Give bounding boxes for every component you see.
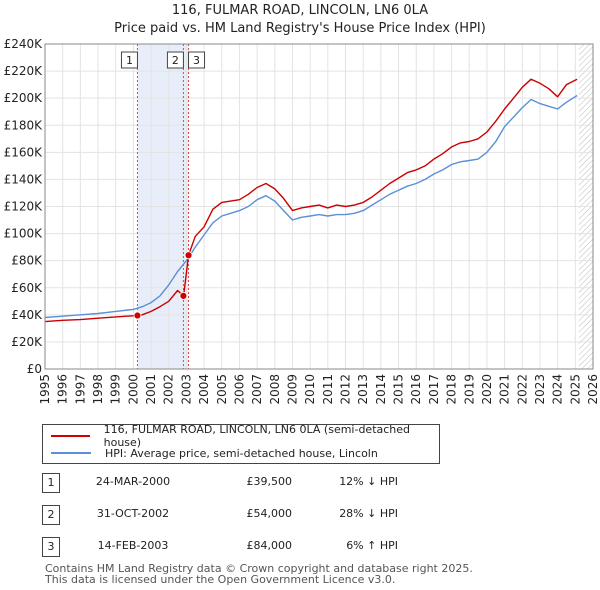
sale-point (133, 311, 142, 320)
marker-flag-label: 1 (126, 54, 133, 67)
x-tick-label: 1995 (38, 374, 52, 405)
legend: 116, FULMAR ROAD, LINCOLN, LN6 0LA (semi… (42, 423, 440, 464)
x-tick-label: 2000 (126, 374, 140, 405)
x-tick-label: 2024 (551, 374, 565, 405)
x-tick-label: 2023 (533, 374, 547, 405)
chart-title: 116, FULMAR ROAD, LINCOLN, LN6 0LA (171, 3, 429, 18)
legend-label-hpi: HPI: Average price, semi-detached house,… (105, 446, 378, 460)
y-tick-label: £240K (4, 37, 44, 51)
plot-frame (44, 43, 594, 370)
marker-flag (188, 51, 206, 69)
transaction-price: £54,000 (246, 507, 293, 520)
x-tick-label: 2012 (339, 374, 353, 405)
footer-copyright: Contains HM Land Registry data © Crown c… (45, 562, 473, 575)
x-tick-label: 2010 (303, 374, 317, 405)
y-tick-label: £40K (11, 308, 43, 322)
x-tick-label: 2020 (480, 374, 494, 405)
x-tick-label: 2013 (356, 374, 370, 405)
marker-flag-label: 2 (172, 54, 179, 67)
y-tick-label: £140K (4, 172, 44, 186)
marker-flag (166, 51, 184, 69)
y-tick-label: £100K (4, 227, 44, 241)
transaction-hpi: 12% ↓ HPI (339, 475, 398, 488)
transaction-hpi: 28% ↓ HPI (339, 507, 398, 520)
x-tick-label: 2017 (427, 374, 441, 405)
transaction-price: £84,000 (246, 539, 293, 552)
x-tick-label: 2008 (268, 374, 282, 405)
y-tick-label: £160K (4, 145, 44, 159)
x-tick-label: 2006 (232, 374, 246, 405)
x-tick-label: 2015 (392, 374, 406, 405)
legend-item-hpi: HPI: Average price, semi-detached house,… (51, 445, 378, 461)
property-price-line (44, 78, 578, 323)
legend-swatch-property (51, 435, 90, 437)
x-tick-label: 2007 (250, 374, 264, 405)
transaction-price: £39,500 (246, 475, 293, 488)
x-tick-label: 1999 (109, 374, 123, 405)
transaction-date: 14-FEB-2003 (97, 539, 169, 552)
x-tick-label: 2003 (179, 374, 193, 405)
x-tick-label: 2001 (144, 374, 158, 405)
x-tick-label: 2005 (215, 374, 229, 405)
x-tick-label: 1996 (56, 374, 70, 405)
y-tick-label: £20K (11, 335, 43, 349)
x-tick-label: 2019 (462, 374, 476, 405)
sale-point (179, 291, 188, 300)
y-tick-label: £180K (4, 118, 44, 132)
x-tick-label: 2022 (515, 374, 529, 405)
hpi-line (44, 94, 578, 319)
x-tick-label: 2004 (197, 374, 211, 405)
y-tick-label: £120K (4, 200, 44, 214)
x-tick-label: 1998 (91, 374, 105, 405)
transaction-hpi: 6% ↑ HPI (346, 539, 398, 552)
x-tick-label: 2002 (162, 374, 176, 405)
x-tick-label: 1997 (73, 374, 87, 405)
transaction-number: 2 (42, 505, 60, 525)
x-tick-label: 2025 (568, 374, 582, 405)
x-tick-label: 2021 (498, 374, 512, 405)
y-tick-label: £200K (4, 91, 44, 105)
x-tick-label: 2014 (374, 374, 388, 405)
x-tick-label: 2009 (285, 374, 299, 405)
transaction-date: 31-OCT-2002 (96, 507, 170, 520)
footer-licence: This data is licensed under the Open Gov… (45, 573, 396, 586)
y-tick-label: £0 (27, 362, 42, 376)
legend-label-property: 116, FULMAR ROAD, LINCOLN, LN6 0LA (semi… (103, 423, 411, 449)
sale-point (184, 251, 193, 260)
marker-flag-label: 3 (193, 54, 200, 67)
footer: Contains HM Land Registry data © Crown c… (45, 563, 473, 585)
transaction-number: 1 (42, 473, 60, 493)
y-tick-label: £80K (11, 254, 43, 268)
x-tick-label: 2011 (321, 374, 335, 405)
y-tick-label: £220K (4, 64, 44, 78)
x-tick-label: 2018 (445, 374, 459, 405)
x-tick-label: 2016 (409, 374, 423, 405)
x-tick-label: 2026 (586, 374, 600, 405)
marker-flag (120, 51, 138, 69)
transaction-date: 24-MAR-2000 (95, 475, 171, 488)
legend-swatch-hpi (51, 452, 91, 454)
price-chart: 1 2 3 £0 £20K £40K £60K £80K £100K £120K £140K £160… (4, 37, 600, 405)
y-tick-label: £60K (11, 281, 43, 295)
transaction-number: 3 (42, 537, 60, 557)
chart-subtitle: Price paid vs. HM Land Registry's House … (114, 21, 486, 36)
legend-item-property: 116, FULMAR ROAD, LINCOLN, LN6 0LA (semi… (51, 423, 439, 449)
